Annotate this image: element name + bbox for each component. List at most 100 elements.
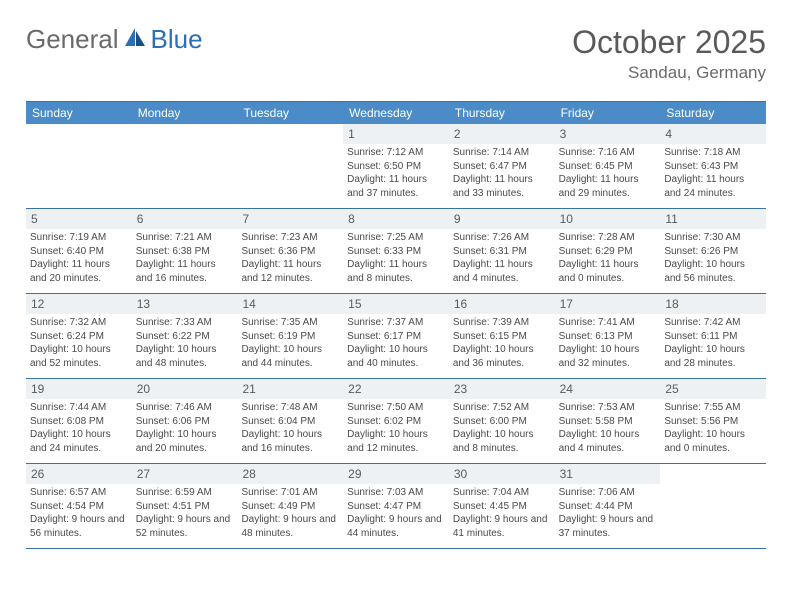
sunrise-text: Sunrise: 7:32 AM bbox=[30, 316, 128, 330]
day-cell: 30Sunrise: 7:04 AMSunset: 4:45 PMDayligh… bbox=[449, 464, 555, 548]
day-number: 3 bbox=[555, 124, 661, 144]
daylight-text: Daylight: 10 hours and 16 minutes. bbox=[241, 428, 339, 455]
sunset-text: Sunset: 6:31 PM bbox=[453, 245, 551, 259]
day-body: Sunrise: 7:37 AMSunset: 6:17 PMDaylight:… bbox=[343, 316, 449, 372]
sunset-text: Sunset: 4:44 PM bbox=[559, 500, 657, 514]
sunset-text: Sunset: 6:29 PM bbox=[559, 245, 657, 259]
logo-text-general: General bbox=[26, 24, 119, 55]
sunrise-text: Sunrise: 7:30 AM bbox=[664, 231, 762, 245]
sunrise-text: Sunrise: 6:57 AM bbox=[30, 486, 128, 500]
sunset-text: Sunset: 6:36 PM bbox=[241, 245, 339, 259]
sunrise-text: Sunrise: 7:46 AM bbox=[136, 401, 234, 415]
day-cell bbox=[237, 124, 343, 208]
day-body: Sunrise: 7:16 AMSunset: 6:45 PMDaylight:… bbox=[555, 146, 661, 202]
sunrise-text: Sunrise: 7:25 AM bbox=[347, 231, 445, 245]
daylight-text: Daylight: 10 hours and 56 minutes. bbox=[664, 258, 762, 285]
day-number: 16 bbox=[449, 294, 555, 314]
daylight-text: Daylight: 10 hours and 28 minutes. bbox=[664, 343, 762, 370]
sunrise-text: Sunrise: 7:16 AM bbox=[559, 146, 657, 160]
day-cell: 12Sunrise: 7:32 AMSunset: 6:24 PMDayligh… bbox=[26, 294, 132, 378]
day-body: Sunrise: 7:12 AMSunset: 6:50 PMDaylight:… bbox=[343, 146, 449, 202]
day-number: 12 bbox=[26, 294, 132, 314]
day-cell: 15Sunrise: 7:37 AMSunset: 6:17 PMDayligh… bbox=[343, 294, 449, 378]
day-number: 19 bbox=[26, 379, 132, 399]
sunset-text: Sunset: 6:45 PM bbox=[559, 160, 657, 174]
day-header: Sunday bbox=[26, 102, 132, 124]
day-number: 30 bbox=[449, 464, 555, 484]
day-cell: 7Sunrise: 7:23 AMSunset: 6:36 PMDaylight… bbox=[237, 209, 343, 293]
day-number: 14 bbox=[237, 294, 343, 314]
day-body: Sunrise: 7:23 AMSunset: 6:36 PMDaylight:… bbox=[237, 231, 343, 287]
daylight-text: Daylight: 11 hours and 20 minutes. bbox=[30, 258, 128, 285]
day-cell: 16 Sunrise: 7:39 AMSunset: 6:15 PMDayligh… bbox=[449, 294, 555, 378]
sunset-text: Sunset: 6:17 PM bbox=[347, 330, 445, 344]
sunset-text: Sunset: 6:43 PM bbox=[664, 160, 762, 174]
day-cell: 14Sunrise: 7:35 AMSunset: 6:19 PMDayligh… bbox=[237, 294, 343, 378]
day-cell: 26Sunrise: 6:57 AMSunset: 4:54 PMDayligh… bbox=[26, 464, 132, 548]
day-body: Sunrise: 7:28 AMSunset: 6:29 PMDaylight:… bbox=[555, 231, 661, 287]
sunset-text: Sunset: 6:15 PM bbox=[453, 330, 551, 344]
sunset-text: Sunset: 6:38 PM bbox=[136, 245, 234, 259]
day-body: Sunrise: 6:57 AMSunset: 4:54 PMDaylight:… bbox=[26, 486, 132, 542]
sunset-text: Sunset: 4:49 PM bbox=[241, 500, 339, 514]
daylight-text: Daylight: 9 hours and 56 minutes. bbox=[30, 513, 128, 540]
day-body: Sunrise: 7:44 AMSunset: 6:08 PMDaylight:… bbox=[26, 401, 132, 457]
day-number: 15 bbox=[343, 294, 449, 314]
title-block: October 2025 Sandau, Germany bbox=[572, 24, 766, 83]
location: Sandau, Germany bbox=[572, 63, 766, 83]
sunset-text: Sunset: 6:26 PM bbox=[664, 245, 762, 259]
daylight-text: Daylight: 9 hours and 44 minutes. bbox=[347, 513, 445, 540]
day-body: Sunrise: 7:42 AMSunset: 6:11 PMDaylight:… bbox=[660, 316, 766, 372]
day-header: Saturday bbox=[660, 102, 766, 124]
day-cell: 4 Sunrise: 7:18 AMSunset: 6:43 PMDaylight… bbox=[660, 124, 766, 208]
sunrise-text: Sunrise: 7:18 AM bbox=[664, 146, 762, 160]
logo-text-blue: Blue bbox=[151, 24, 203, 55]
day-number: 7 bbox=[237, 209, 343, 229]
week-row: 1Sunrise: 7:12 AMSunset: 6:50 PMDaylight… bbox=[26, 124, 766, 209]
day-body: Sunrise: 6:59 AMSunset: 4:51 PMDaylight:… bbox=[132, 486, 238, 542]
day-number: 28 bbox=[237, 464, 343, 484]
day-cell: 1Sunrise: 7:12 AMSunset: 6:50 PMDaylight… bbox=[343, 124, 449, 208]
daylight-text: Daylight: 11 hours and 29 minutes. bbox=[559, 173, 657, 200]
day-cell: 6Sunrise: 7:21 AMSunset: 6:38 PMDaylight… bbox=[132, 209, 238, 293]
daylight-text: Daylight: 9 hours and 37 minutes. bbox=[559, 513, 657, 540]
day-cell: 22Sunrise: 7:50 AMSunset: 6:02 PMDayligh… bbox=[343, 379, 449, 463]
daylight-text: Daylight: 10 hours and 32 minutes. bbox=[559, 343, 657, 370]
sunrise-text: Sunrise: 7:37 AM bbox=[347, 316, 445, 330]
daylight-text: Daylight: 11 hours and 24 minutes. bbox=[664, 173, 762, 200]
day-cell: 13Sunrise: 7:33 AMSunset: 6:22 PMDayligh… bbox=[132, 294, 238, 378]
sunset-text: Sunset: 4:45 PM bbox=[453, 500, 551, 514]
day-cell: 17Sunrise: 7:41 AMSunset: 6:13 PMDayligh… bbox=[555, 294, 661, 378]
daylight-text: Daylight: 9 hours and 41 minutes. bbox=[453, 513, 551, 540]
day-cell: 28Sunrise: 7:01 AMSunset: 4:49 PMDayligh… bbox=[237, 464, 343, 548]
day-body: Sunrise: 7:52 AMSunset: 6:00 PMDaylight:… bbox=[449, 401, 555, 457]
day-cell: 31Sunrise: 7:06 AMSunset: 4:44 PMDayligh… bbox=[555, 464, 661, 548]
sunset-text: Sunset: 6:02 PM bbox=[347, 415, 445, 429]
sunrise-text: Sunrise: 7:39 AM bbox=[453, 316, 551, 330]
day-body: Sunrise: 7:53 AMSunset: 5:58 PMDaylight:… bbox=[555, 401, 661, 457]
day-number: 4 bbox=[660, 124, 766, 144]
day-number: 1 bbox=[343, 124, 449, 144]
sunrise-text: Sunrise: 7:01 AM bbox=[241, 486, 339, 500]
day-body: Sunrise: 7:32 AMSunset: 6:24 PMDaylight:… bbox=[26, 316, 132, 372]
daylight-text: Daylight: 11 hours and 37 minutes. bbox=[347, 173, 445, 200]
day-cell: 18Sunrise: 7:42 AMSunset: 6:11 PMDayligh… bbox=[660, 294, 766, 378]
day-number: 27 bbox=[132, 464, 238, 484]
sunrise-text: Sunrise: 7:53 AM bbox=[559, 401, 657, 415]
daylight-text: Daylight: 10 hours and 36 minutes. bbox=[453, 343, 551, 370]
day-cell: 3Sunrise: 7:16 AMSunset: 6:45 PMDaylight… bbox=[555, 124, 661, 208]
day-body: Sunrise: 7:33 AMSunset: 6:22 PMDaylight:… bbox=[132, 316, 238, 372]
day-body: Sunrise: 7:19 AMSunset: 6:40 PMDaylight:… bbox=[26, 231, 132, 287]
sunrise-text: Sunrise: 7:26 AM bbox=[453, 231, 551, 245]
sunset-text: Sunset: 4:51 PM bbox=[136, 500, 234, 514]
sunset-text: Sunset: 6:47 PM bbox=[453, 160, 551, 174]
day-number: 24 bbox=[555, 379, 661, 399]
day-header-row: SundayMondayTuesdayWednesdayThursdayFrid… bbox=[26, 102, 766, 124]
day-cell: 24Sunrise: 7:53 AMSunset: 5:58 PMDayligh… bbox=[555, 379, 661, 463]
calendar: SundayMondayTuesdayWednesdayThursdayFrid… bbox=[26, 101, 766, 549]
day-cell: 8Sunrise: 7:25 AMSunset: 6:33 PMDaylight… bbox=[343, 209, 449, 293]
day-cell: 27Sunrise: 6:59 AMSunset: 4:51 PMDayligh… bbox=[132, 464, 238, 548]
daylight-text: Daylight: 11 hours and 33 minutes. bbox=[453, 173, 551, 200]
day-cell: 19Sunrise: 7:44 AMSunset: 6:08 PMDayligh… bbox=[26, 379, 132, 463]
logo: General Blue bbox=[26, 24, 203, 55]
